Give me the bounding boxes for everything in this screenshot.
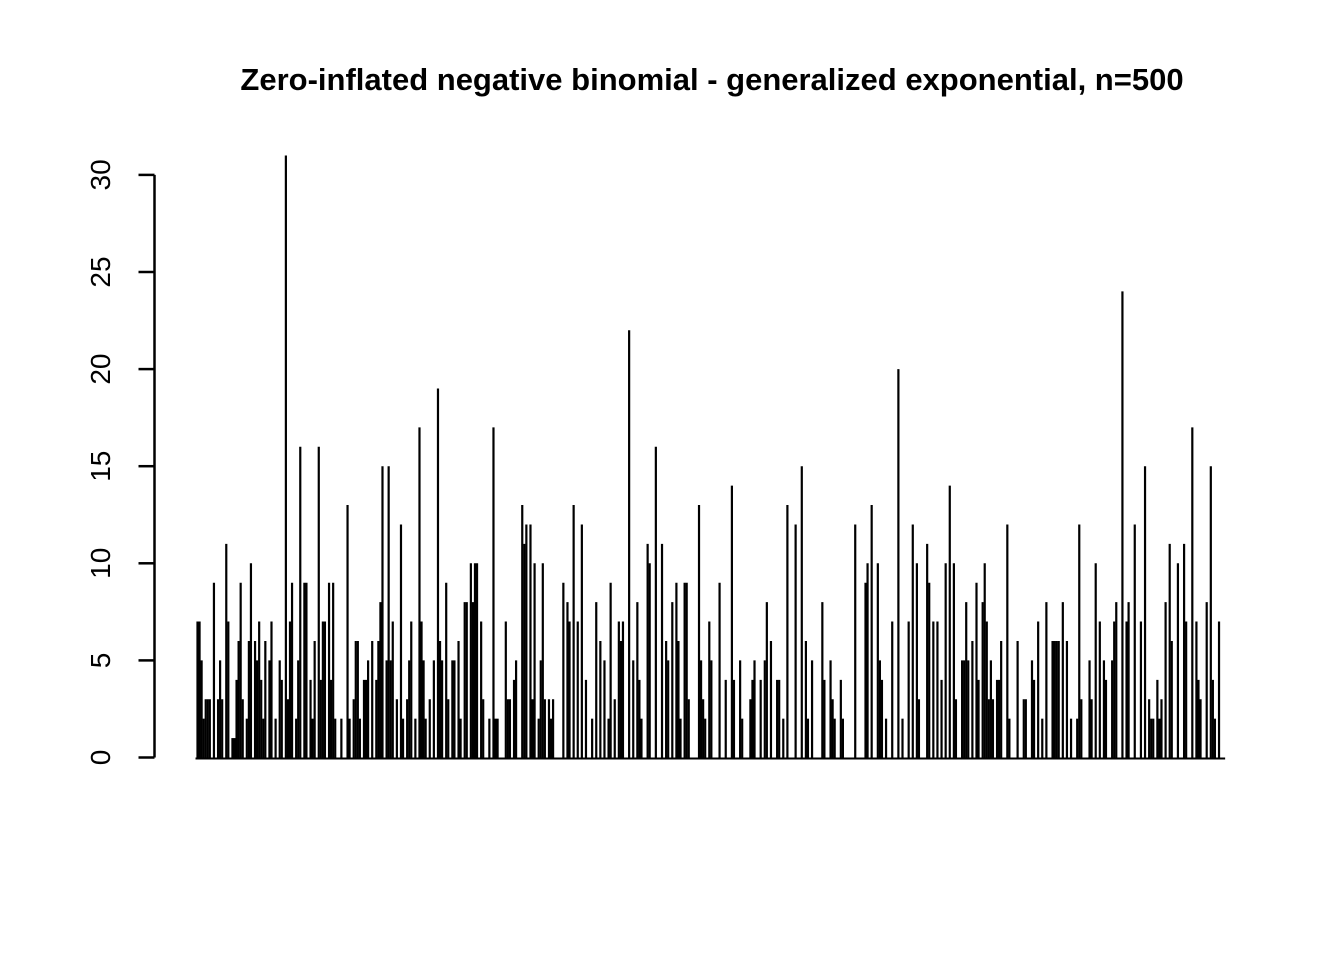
y-axis-tick-label: 30 — [85, 159, 116, 190]
y-axis-tick-label: 15 — [85, 451, 116, 482]
y-axis-tick-label: 5 — [85, 653, 116, 669]
y-axis-tick-label: 0 — [85, 750, 116, 766]
y-axis-tick-label: 10 — [85, 548, 116, 579]
y-axis-tick-label: 25 — [85, 256, 116, 287]
chart-title: Zero-inflated negative binomial - genera… — [240, 62, 1184, 97]
y-axis-tick-label: 20 — [85, 354, 116, 385]
